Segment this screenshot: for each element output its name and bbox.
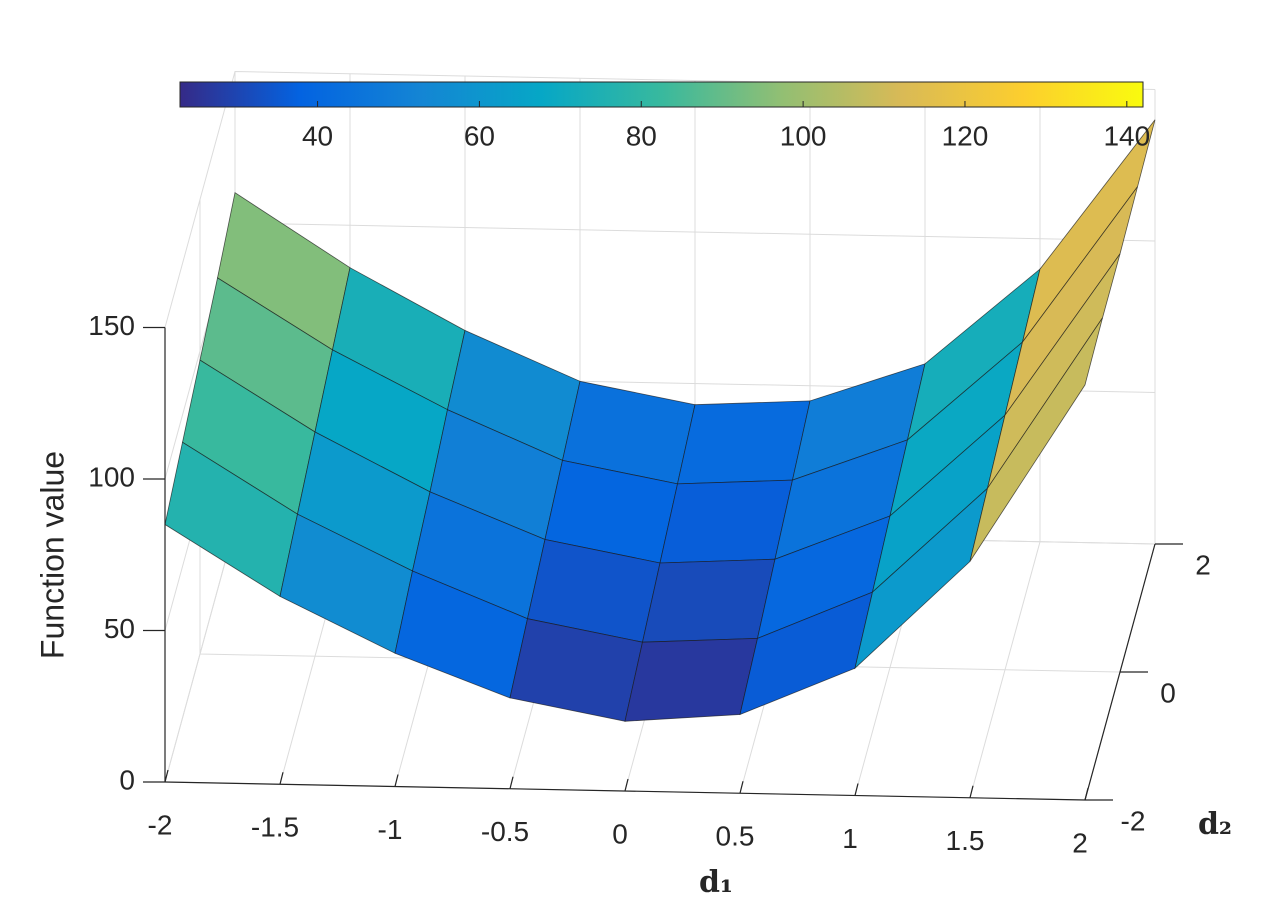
- colorbar-tick-label: 100: [780, 120, 827, 151]
- x-tick: [164, 769, 169, 783]
- x-tick-label: 2: [1072, 827, 1088, 858]
- x-tick-label: -2: [148, 809, 173, 840]
- z-axis-label: Function value: [34, 451, 70, 659]
- y-tick-label: -2: [1121, 805, 1146, 836]
- colorbar: [179, 81, 1144, 108]
- x-tick: [1084, 787, 1089, 801]
- axes: -2 -1.5 -1 -0.5 0 0.5 1 1.5 2 -2 0 2 0 50 100 150: [88, 310, 1211, 859]
- x-tick-label: 0: [612, 818, 628, 849]
- surface-cell: [641, 558, 776, 643]
- x-tick-label: -1.5: [251, 812, 299, 843]
- colorbar-tick-label: 120: [942, 120, 989, 151]
- y-tick-label: 0: [1160, 677, 1176, 708]
- x-tick-label: -1: [378, 814, 403, 845]
- x-tick: [394, 774, 399, 787]
- z-tick-label: 100: [88, 461, 135, 492]
- x-tick: [279, 772, 284, 785]
- x-tick-label: 1.5: [946, 825, 985, 856]
- x-tick-label: -0.5: [481, 816, 529, 847]
- surface-cell: [659, 479, 794, 564]
- z-tick-label: 50: [104, 613, 135, 644]
- x-tick: [509, 776, 514, 789]
- x-tick: [854, 783, 859, 796]
- surface: [164, 119, 1156, 722]
- x-tick-label: 0.5: [716, 821, 755, 852]
- colorbar-tick-label: 80: [626, 120, 657, 151]
- y-tick-label: 2: [1195, 549, 1211, 580]
- y-axis-label: d₂: [1198, 807, 1232, 842]
- surface-cell: [969, 317, 1103, 562]
- colorbar-tick-label: 140: [1103, 120, 1150, 151]
- surface-cell: [624, 637, 759, 722]
- x-tick-label: 1: [842, 823, 858, 854]
- surface-cell: [676, 400, 811, 485]
- colorbar-tick-label: 60: [464, 120, 495, 151]
- z-tick-label: 0: [119, 764, 135, 795]
- z-tick-label: 150: [88, 310, 135, 341]
- x-tick: [624, 778, 629, 792]
- x-axis-label: d₁: [699, 865, 733, 900]
- colorbar-tick-label: 40: [302, 120, 333, 151]
- x-tick: [969, 785, 974, 798]
- x-tick: [739, 781, 744, 794]
